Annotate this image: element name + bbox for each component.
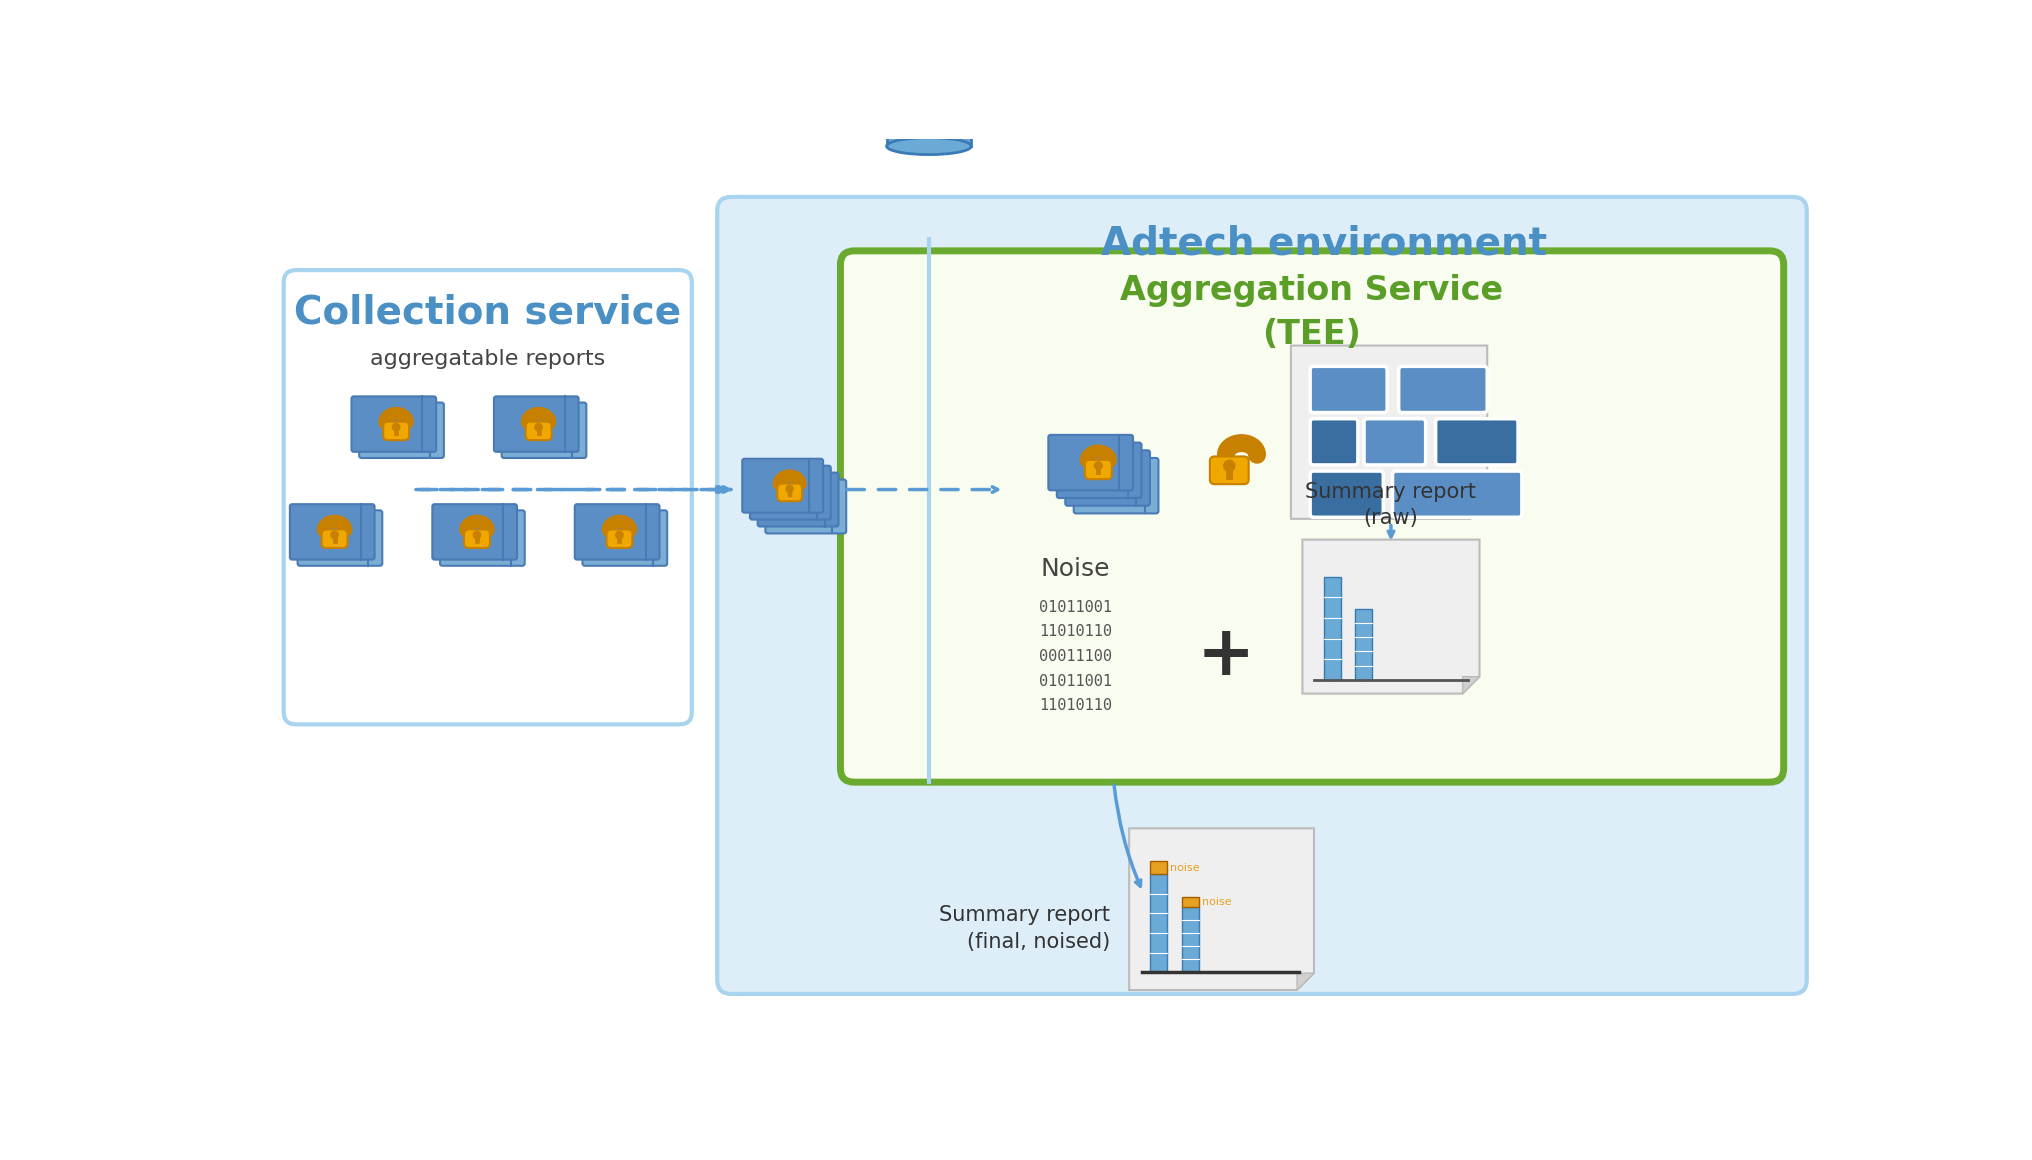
Bar [886, 86, 971, 146]
Circle shape [786, 485, 792, 492]
Text: Summary report
(raw): Summary report (raw) [1305, 481, 1477, 528]
FancyBboxPatch shape [750, 465, 831, 520]
Circle shape [392, 423, 400, 430]
FancyBboxPatch shape [1085, 459, 1112, 479]
FancyBboxPatch shape [742, 458, 823, 513]
FancyBboxPatch shape [606, 529, 632, 548]
Bar [1183, 907, 1199, 972]
FancyBboxPatch shape [291, 505, 374, 559]
Bar [1150, 873, 1166, 972]
Text: Noise: Noise [1040, 557, 1109, 581]
Circle shape [925, 113, 933, 119]
FancyBboxPatch shape [776, 484, 803, 501]
Text: Summary report
(final, noised): Summary report (final, noised) [939, 905, 1109, 951]
Text: 11010110: 11010110 [1038, 624, 1112, 639]
FancyBboxPatch shape [384, 422, 408, 440]
Text: Collection service: Collection service [295, 293, 681, 332]
FancyBboxPatch shape [1049, 435, 1134, 491]
FancyBboxPatch shape [1065, 450, 1150, 506]
FancyBboxPatch shape [1437, 419, 1518, 465]
Ellipse shape [886, 108, 971, 124]
FancyBboxPatch shape [1073, 458, 1158, 514]
Text: 11010110: 11010110 [1038, 698, 1112, 713]
FancyBboxPatch shape [1363, 419, 1426, 465]
FancyBboxPatch shape [321, 529, 347, 548]
FancyBboxPatch shape [494, 397, 579, 452]
FancyBboxPatch shape [433, 505, 516, 559]
Circle shape [1223, 461, 1235, 471]
Bar [1355, 609, 1372, 680]
FancyBboxPatch shape [575, 505, 660, 559]
FancyBboxPatch shape [766, 479, 845, 534]
Polygon shape [1303, 539, 1479, 694]
Text: +: + [1197, 622, 1254, 689]
Circle shape [910, 113, 918, 119]
FancyBboxPatch shape [841, 251, 1784, 782]
FancyBboxPatch shape [463, 529, 490, 548]
FancyBboxPatch shape [1311, 367, 1388, 413]
FancyBboxPatch shape [1311, 471, 1384, 517]
Polygon shape [1471, 502, 1487, 519]
Polygon shape [1290, 346, 1487, 519]
Text: Adtech environment: Adtech environment [1101, 224, 1546, 262]
FancyBboxPatch shape [526, 422, 551, 440]
Circle shape [1095, 462, 1101, 470]
FancyBboxPatch shape [360, 403, 443, 458]
Ellipse shape [886, 138, 971, 154]
FancyBboxPatch shape [1311, 419, 1357, 465]
Text: 00011100: 00011100 [1038, 648, 1112, 664]
FancyBboxPatch shape [1209, 456, 1250, 484]
FancyBboxPatch shape [717, 197, 1806, 994]
Text: aggregatable reports: aggregatable reports [370, 349, 606, 369]
Circle shape [473, 531, 482, 538]
Polygon shape [1130, 828, 1315, 989]
Polygon shape [1463, 676, 1479, 694]
Text: noise: noise [1203, 897, 1231, 907]
FancyBboxPatch shape [441, 510, 524, 566]
FancyBboxPatch shape [502, 403, 587, 458]
Text: 01011001: 01011001 [1038, 674, 1112, 689]
Bar [1150, 861, 1166, 873]
Bar [1325, 577, 1341, 680]
FancyBboxPatch shape [352, 397, 437, 452]
FancyBboxPatch shape [1392, 471, 1522, 517]
Text: noise: noise [1170, 863, 1199, 872]
Circle shape [331, 531, 337, 538]
FancyBboxPatch shape [1057, 443, 1142, 498]
FancyBboxPatch shape [284, 270, 691, 724]
Polygon shape [1296, 973, 1315, 989]
FancyBboxPatch shape [583, 510, 666, 566]
Text: Aggregation Service
(TEE): Aggregation Service (TEE) [1120, 274, 1504, 350]
Circle shape [939, 113, 947, 119]
Circle shape [616, 531, 624, 538]
FancyBboxPatch shape [1398, 367, 1487, 413]
Circle shape [534, 423, 543, 430]
FancyBboxPatch shape [758, 472, 839, 527]
Bar [1183, 897, 1199, 907]
FancyBboxPatch shape [297, 510, 382, 566]
Text: 01011001: 01011001 [1038, 600, 1112, 615]
